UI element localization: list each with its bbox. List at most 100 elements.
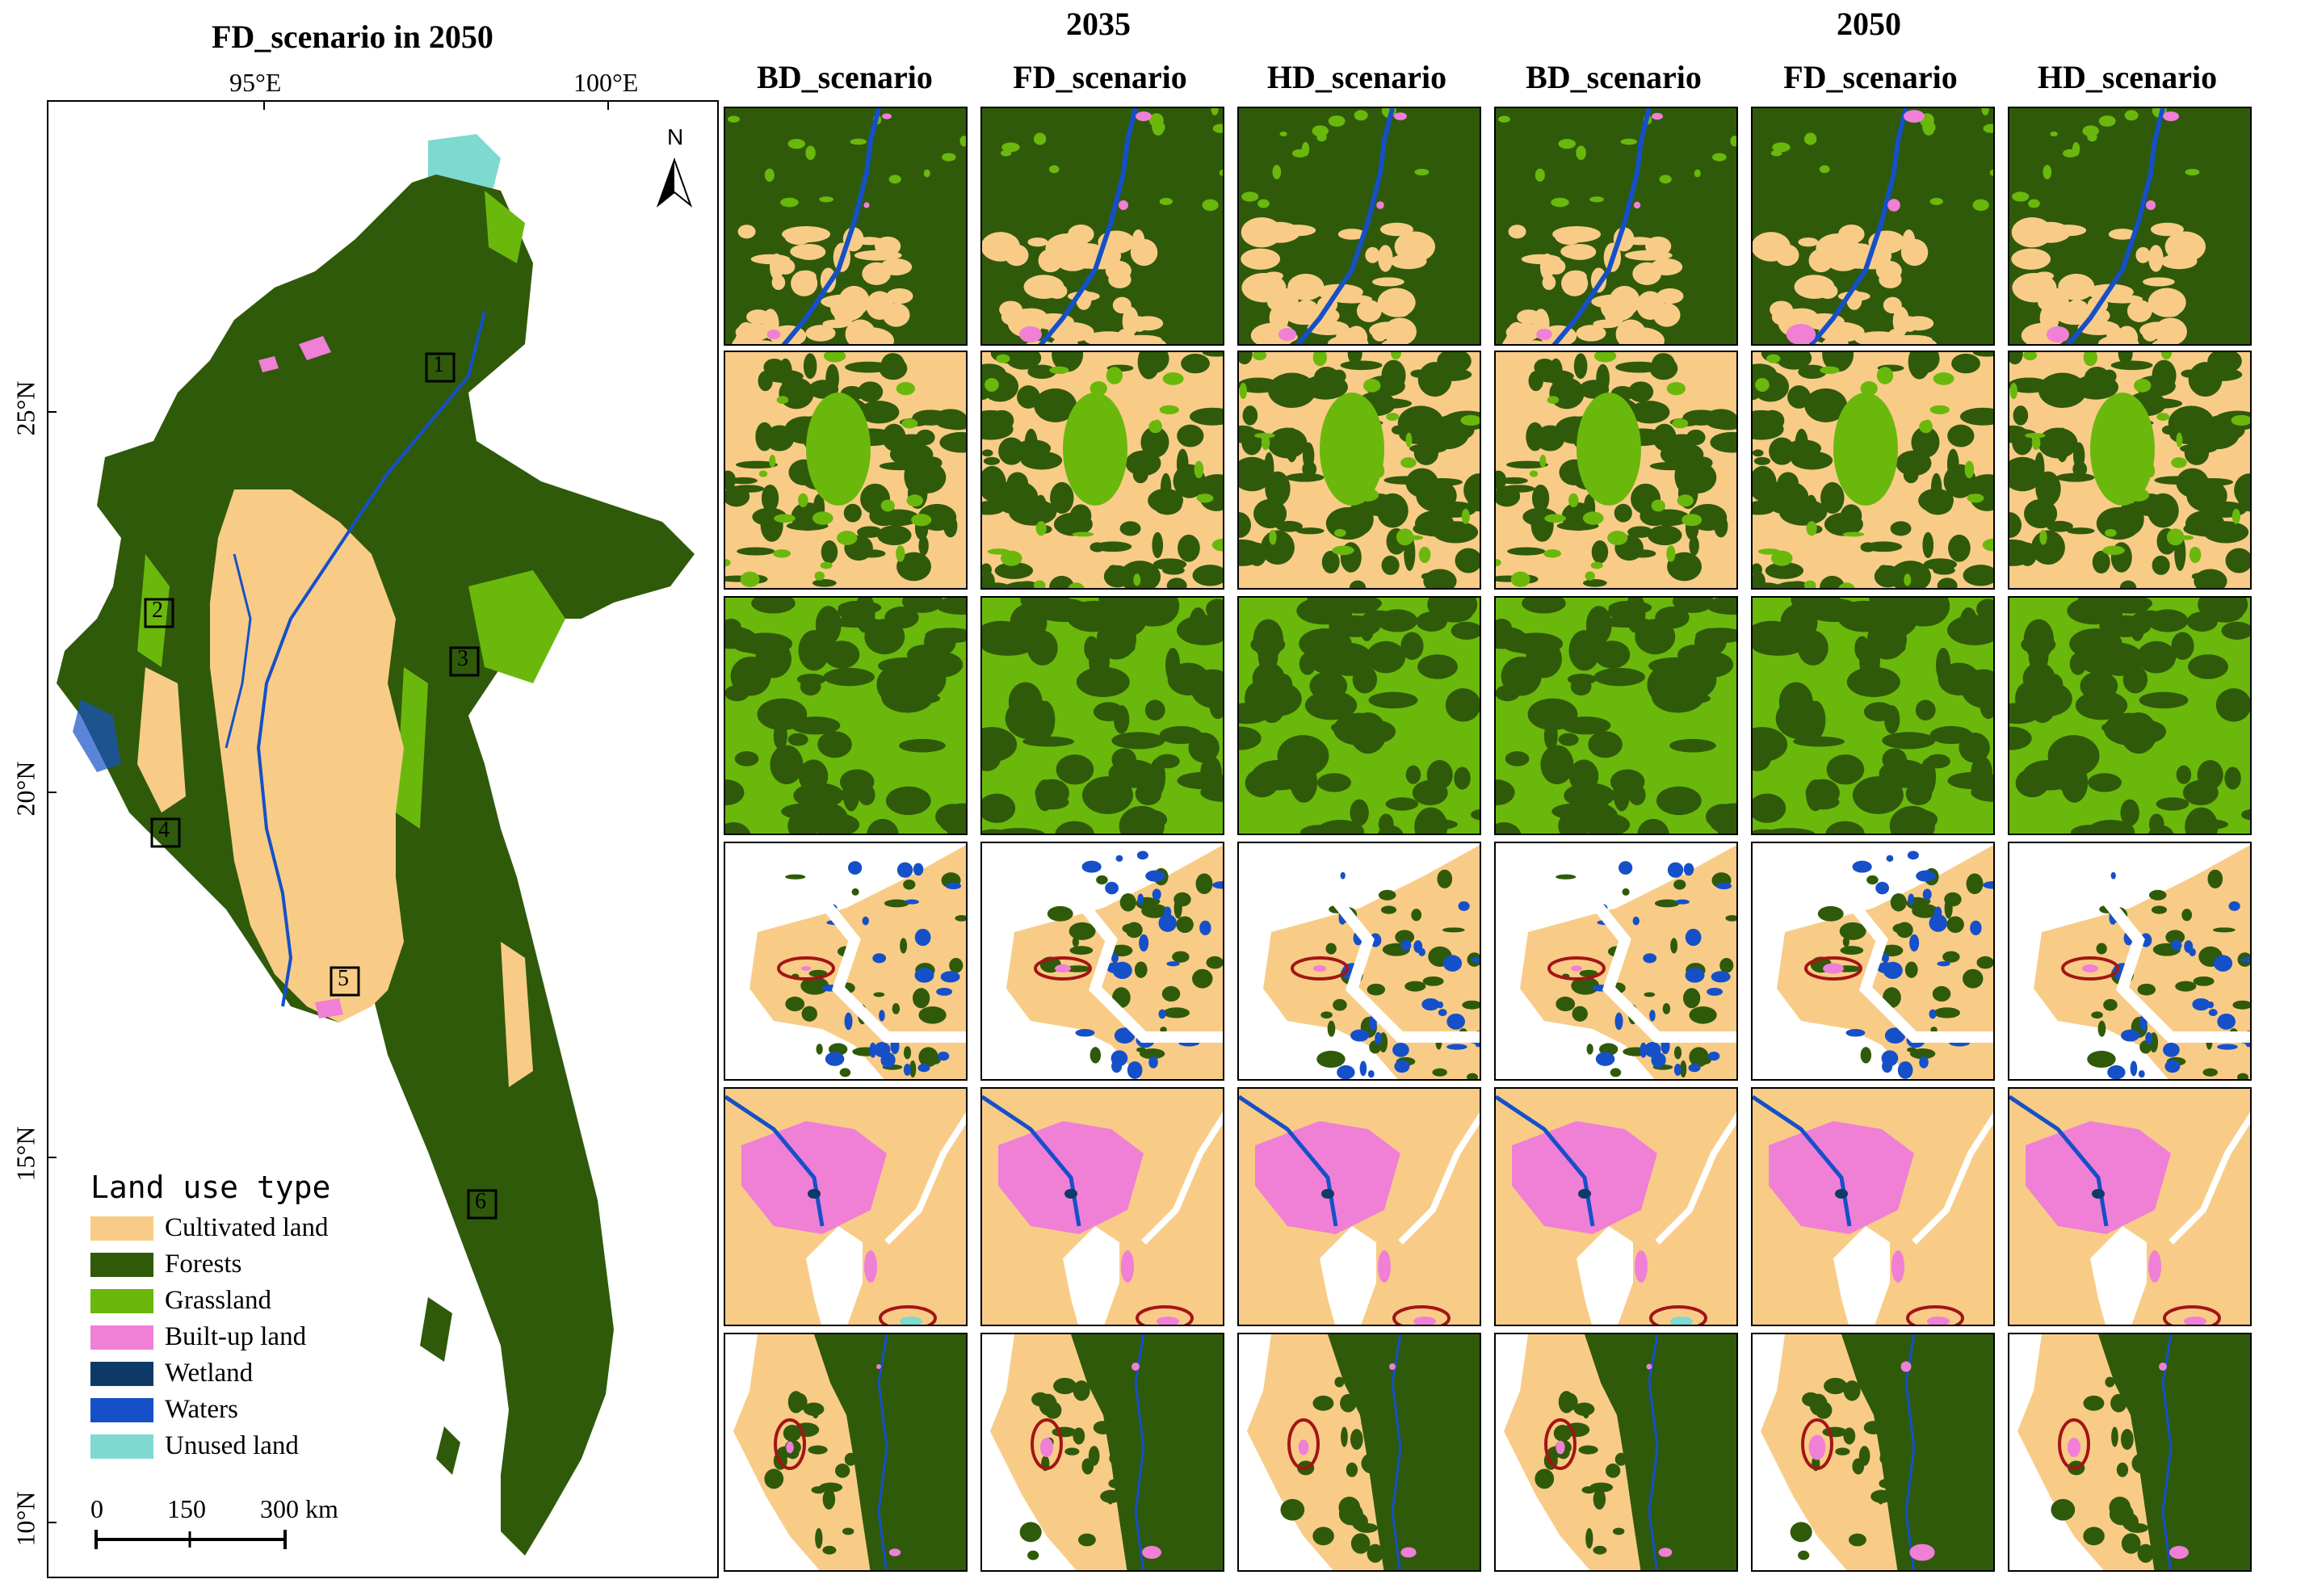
panel-row-5-col-3 [1237, 1087, 1481, 1326]
panel-map-svg [982, 108, 1223, 344]
legend-item-grassland: Grassland [90, 1283, 330, 1319]
panel-map-svg [2009, 108, 2250, 344]
panel-row-4-col-6 [2008, 842, 2252, 1081]
panel-row-4-col-1 [724, 842, 968, 1081]
panel-map-svg [725, 1334, 966, 1570]
year-header-2050: 2050 [1837, 6, 1901, 42]
panel-row-5-col-1 [724, 1087, 968, 1326]
panel-row-2-col-3 [1237, 351, 1481, 590]
legend-swatch [90, 1434, 153, 1459]
north-label: N [667, 124, 684, 149]
panel-map-svg [2009, 1089, 2250, 1325]
panel-row-3-col-6 [2008, 596, 2252, 835]
panel-map-svg [1496, 108, 1736, 344]
region-label-1: 1 [433, 352, 444, 377]
panel-row-1-col-1 [724, 107, 968, 346]
panel-row-5-col-4 [1494, 1087, 1738, 1326]
panel-map-svg [1496, 1334, 1736, 1570]
lon-label-95: 95°E [229, 68, 282, 97]
legend-swatch [90, 1216, 153, 1241]
panel-row-2-col-4 [1494, 351, 1738, 590]
column-header-2035-bd: BD_scenario [757, 59, 933, 95]
legend-title: Land use type [90, 1170, 331, 1205]
map-legend: Land use type Cultivated land Forests Gr… [90, 1170, 330, 1464]
myanmar-map-svg [48, 102, 695, 1556]
column-header-2035-fd: FD_scenario [1013, 59, 1187, 95]
panel-map-svg [1496, 1089, 1736, 1325]
panel-row-4-col-2 [980, 842, 1224, 1081]
panel-map-svg [1753, 843, 1993, 1079]
panel-row-6-col-3 [1237, 1333, 1481, 1572]
scale-label-0: 0 [90, 1494, 103, 1523]
column-header-2050-fd: FD_scenario [1783, 59, 1958, 95]
panel-map-svg [1753, 108, 1993, 344]
panel-map-svg [725, 352, 966, 588]
panel-map-svg [1239, 108, 1480, 344]
legend-swatch [90, 1361, 153, 1386]
panel-map-svg [725, 843, 966, 1079]
panel-map-svg [1496, 352, 1736, 588]
panel-row-2-col-1 [724, 351, 968, 590]
legend-item-forests: Forests [90, 1246, 330, 1283]
panel-row-1-col-2 [980, 107, 1224, 346]
panel-row-5-col-6 [2008, 1087, 2252, 1326]
panel-row-4-col-3 [1237, 842, 1481, 1081]
column-header-2050-hd: HD_scenario [2037, 59, 2218, 95]
panel-row-5-col-2 [980, 1087, 1224, 1326]
panel-map-svg [1239, 843, 1480, 1079]
panel-row-4-col-5 [1751, 842, 1995, 1081]
legend-swatch [90, 1325, 153, 1350]
panel-row-2-col-6 [2008, 351, 2252, 590]
panel-row-6-col-1 [724, 1333, 968, 1572]
panel-map-svg [982, 352, 1223, 588]
panel-row-3-col-1 [724, 596, 968, 835]
lat-label-10: 10°N [10, 1491, 40, 1547]
panel-row-4-col-4 [1494, 842, 1738, 1081]
region-label-5: 5 [338, 966, 349, 991]
panel-row-2-col-5 [1751, 351, 1995, 590]
panel-row-1-col-3 [1237, 107, 1481, 346]
panel-map-svg [1753, 1334, 1993, 1570]
panel-map-svg [1496, 843, 1736, 1079]
panel-row-3-col-5 [1751, 596, 1995, 835]
panel-row-1-col-4 [1494, 107, 1738, 346]
panel-row-3-col-3 [1237, 596, 1481, 835]
panel-row-3-col-2 [980, 596, 1224, 835]
lon-label-100: 100°E [573, 68, 639, 97]
panel-map-svg [1753, 1089, 1993, 1325]
legend-item-waters: Waters [90, 1392, 330, 1428]
panel-map-svg [1239, 352, 1480, 588]
legend-swatch [90, 1288, 153, 1313]
main-map-title: FD_scenario in 2050 [212, 19, 493, 55]
column-header-2035-hd: HD_scenario [1266, 59, 1447, 95]
panel-map-svg [1239, 1334, 1480, 1570]
panel-map-svg [2009, 1334, 2250, 1570]
legend-item-wetland: Wetland [90, 1355, 330, 1392]
panel-map-svg [982, 843, 1223, 1079]
panel-map-svg [982, 1089, 1223, 1325]
panel-row-2-col-2 [980, 351, 1224, 590]
panel-map-svg [725, 598, 966, 834]
panel-row-6-col-2 [980, 1333, 1224, 1572]
lat-label-15: 15°N [10, 1126, 40, 1182]
region-label-2: 2 [152, 598, 163, 623]
panel-map-svg [2009, 352, 2250, 588]
column-header-2050-bd: BD_scenario [1526, 59, 1702, 95]
scale-bar: 0 150 300 km [90, 1494, 338, 1551]
region-label-3: 3 [457, 646, 468, 671]
year-header-2035: 2035 [1066, 6, 1131, 42]
scale-label-300: 300 km [260, 1494, 338, 1523]
panel-map-svg [982, 1334, 1223, 1570]
legend-item-built-up-land: Built-up land [90, 1319, 330, 1355]
panel-map-svg [1753, 598, 1993, 834]
panel-row-3-col-4 [1494, 596, 1738, 835]
region-label-6: 6 [475, 1189, 486, 1214]
legend-swatch [90, 1397, 153, 1422]
panel-row-5-col-5 [1751, 1087, 1995, 1326]
panel-map-svg [725, 108, 966, 344]
scale-line [94, 1530, 287, 1549]
panel-map-svg [982, 598, 1223, 834]
panel-map-svg [1753, 352, 1993, 588]
panel-map-svg [1496, 598, 1736, 834]
lat-label-20: 20°N [10, 761, 40, 817]
